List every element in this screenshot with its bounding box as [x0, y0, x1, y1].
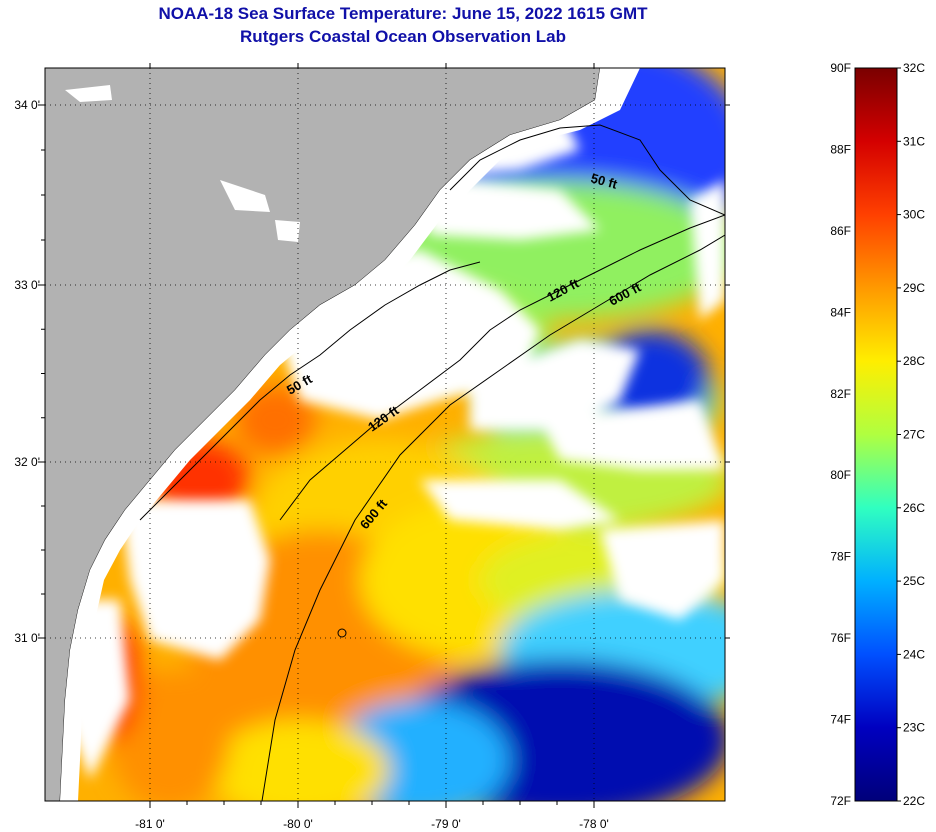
graticule: [45, 68, 725, 801]
station-marker: [337, 628, 347, 638]
y-tick-label: 31 0': [14, 631, 40, 645]
colorbar-f-label: 90F: [830, 61, 851, 75]
colorbar-c-label: 29C: [903, 281, 925, 295]
contour-50ft-north: [449, 124, 725, 216]
x-tick-label: -79 0': [431, 817, 461, 831]
colorbar-c-label: 28C: [903, 354, 925, 368]
colorbar-f-label: 78F: [830, 550, 851, 564]
x-tick-label: -80 0': [283, 817, 313, 831]
contour-label-50ft-north: 50 ft: [589, 170, 619, 192]
axis-labels: -81 0' -80 0' -79 0' -78 0' 34 0' 33 0' …: [14, 98, 608, 831]
y-tick-label: 33 0': [14, 278, 40, 292]
axis-ticks: [38, 63, 730, 808]
colorbar: [854, 67, 898, 802]
x-tick-label: -78 0': [579, 817, 609, 831]
colorbar-f-label: 84F: [830, 305, 851, 319]
colorbar-c-label: 27C: [903, 428, 925, 442]
colorbar-c-label: 30C: [903, 208, 925, 222]
colorbar-c-label: 24C: [903, 647, 925, 661]
colorbar-c-label: 22C: [903, 794, 925, 808]
colorbar-c-label: 32C: [903, 61, 925, 75]
colorbar-f-label: 74F: [830, 713, 851, 727]
inland-lake: [65, 85, 112, 102]
y-tick-label: 32 0': [14, 455, 40, 469]
contour-600ft: [261, 234, 725, 801]
bathymetry-contours: [139, 124, 725, 801]
x-tick-label: -81 0': [135, 817, 165, 831]
map-title: NOAA-18 Sea Surface Temperature: June 15…: [158, 4, 648, 23]
inland-lake: [220, 180, 270, 212]
colorbar-c-label: 26C: [903, 501, 925, 515]
colorbar-f-label: 72F: [830, 794, 851, 808]
colorbar-f-label: 82F: [830, 387, 851, 401]
colorbar-labels: 90F 88F 86F 84F 82F 80F 78F 76F 74F 72F 32C 31C 30C 2…: [830, 61, 925, 808]
colorbar-c-label: 25C: [903, 574, 925, 588]
y-tick-label: 34 0': [14, 98, 40, 112]
map-subtitle: Rutgers Coastal Ocean Observation Lab: [240, 27, 566, 46]
inland-lake: [275, 220, 300, 242]
contour-120ft: [279, 214, 725, 521]
contour-50ft-south: [139, 261, 481, 521]
colorbar-f-label: 76F: [830, 631, 851, 645]
colorbar-ticks: [897, 67, 901, 802]
map-frame: [44, 67, 726, 802]
colorbar-c-label: 31C: [903, 134, 925, 148]
colorbar-c-label: 23C: [903, 721, 925, 735]
colorbar-f-label: 88F: [830, 142, 851, 156]
colorbar-f-label: 80F: [830, 468, 851, 482]
colorbar-f-label: 86F: [830, 224, 851, 238]
